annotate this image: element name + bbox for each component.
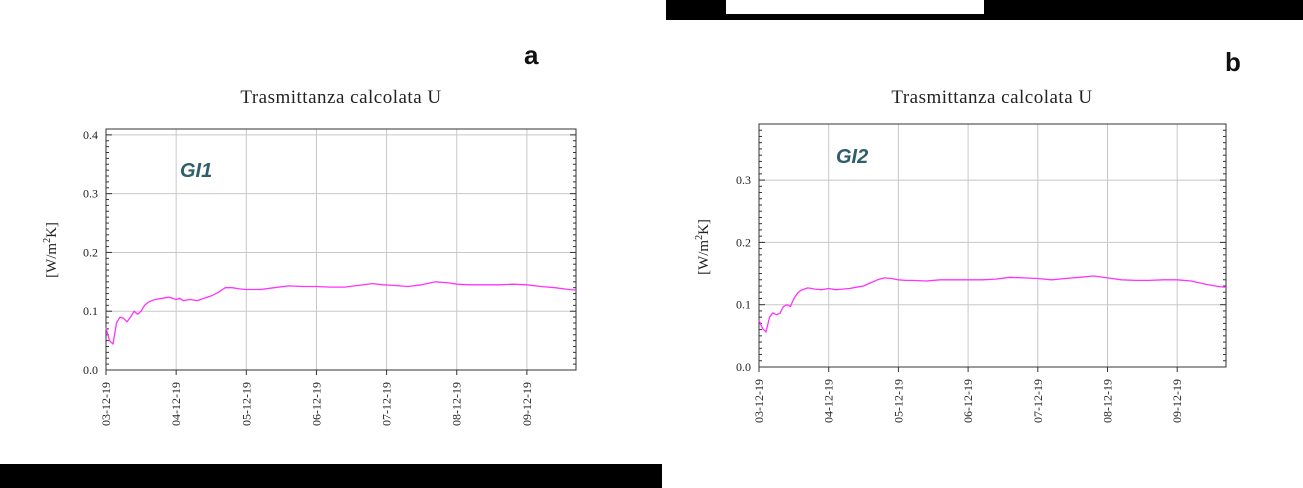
chart-a-x-ticks: 03-12-19 04-12-19 05-12-19 06-12-19 07-12-19… (99, 370, 534, 426)
chart-a-y-tick-label: 0.1 (83, 304, 98, 318)
chart-a-x-tick-label: 06-12-19 (309, 382, 323, 426)
chart-b-x-tick-label: 03-12-19 (752, 379, 766, 423)
chart-b: Trasmittanza calcolata U 0.0 0.1 0.2 0.3 03… (694, 87, 1227, 423)
chart-a-annotation: GI1 (180, 160, 212, 182)
chart-a: Trasmittanza calcolata U 0.0 0.1 0.2 0.3 0.4… (42, 87, 577, 426)
chart-b-ylabel-main: [W/m (696, 240, 712, 275)
panel-letter-b: b (1225, 47, 1241, 77)
chart-b-x-tick-label: 05-12-19 (891, 379, 905, 423)
chart-a-title: Trasmittanza calcolata U (240, 87, 441, 108)
chart-a-plot-frame (105, 128, 577, 371)
chart-b-x-ticks: 03-12-19 04-12-19 05-12-19 06-12-19 07-12-19… (752, 367, 1184, 423)
chart-a-grid (106, 129, 576, 370)
chart-a-ylabel-tail: K] (44, 222, 60, 238)
chart-a-ylabel-sup: 2 (42, 238, 53, 243)
chart-a-y-tick-label: 0.0 (83, 363, 98, 377)
chart-a-series-line (105, 281, 577, 345)
chart-b-y-ticks: 0.0 0.1 0.2 0.3 (736, 123, 1226, 374)
chart-b-y-tick-label: 0.1 (736, 298, 751, 312)
chart-a-x-tick-label: 09-12-19 (520, 382, 534, 426)
chart-b-series (758, 275, 1227, 333)
chart-b-grid (759, 124, 1226, 367)
chart-a-x-tick-label: 05-12-19 (239, 382, 253, 426)
chart-b-x-tick-label: 04-12-19 (822, 379, 836, 423)
chart-a-series (105, 281, 577, 345)
chart-a-x-tick-label: 03-12-19 (99, 382, 113, 426)
chart-a-ylabel-main: [W/m (44, 243, 60, 278)
chart-b-x-tick-label: 06-12-19 (961, 379, 975, 423)
chart-b-x-tick-label: 09-12-19 (1170, 379, 1184, 423)
top-right-white-gap (726, 0, 984, 14)
chart-b-y-tick-label: 0.3 (736, 173, 751, 187)
chart-b-ylabel-tail: K] (696, 219, 712, 235)
chart-b-ylabel-sup: 2 (694, 235, 705, 240)
chart-a-x-tick-label: 04-12-19 (169, 382, 183, 426)
chart-b-x-tick-label: 08-12-19 (1101, 379, 1115, 423)
chart-a-y-tick-label: 0.2 (83, 245, 98, 259)
chart-a-y-ticks: 0.0 0.1 0.2 0.3 0.4 (83, 128, 576, 377)
chart-a-y-axis-label: [W/m2K] (42, 222, 60, 278)
chart-a-y-tick-label: 0.4 (83, 128, 98, 142)
chart-b-plot-frame (758, 123, 1227, 368)
chart-b-y-axis-label: [W/m2K] (694, 219, 712, 275)
chart-b-y-tick-label: 0.0 (736, 360, 751, 374)
panel-letter-a: a (524, 40, 539, 70)
chart-b-title: Trasmittanza calcolata U (891, 87, 1092, 108)
chart-a-x-tick-label: 08-12-19 (450, 382, 464, 426)
chart-b-y-tick-label: 0.2 (736, 235, 751, 249)
chart-b-series-line (758, 275, 1227, 333)
chart-a-y-tick-label: 0.3 (83, 187, 98, 201)
chart-b-annotation: GI2 (836, 146, 868, 168)
chart-b-x-tick-label: 07-12-19 (1031, 379, 1045, 423)
chart-a-x-tick-label: 07-12-19 (380, 382, 394, 426)
bottom-left-black-bar (0, 464, 662, 488)
